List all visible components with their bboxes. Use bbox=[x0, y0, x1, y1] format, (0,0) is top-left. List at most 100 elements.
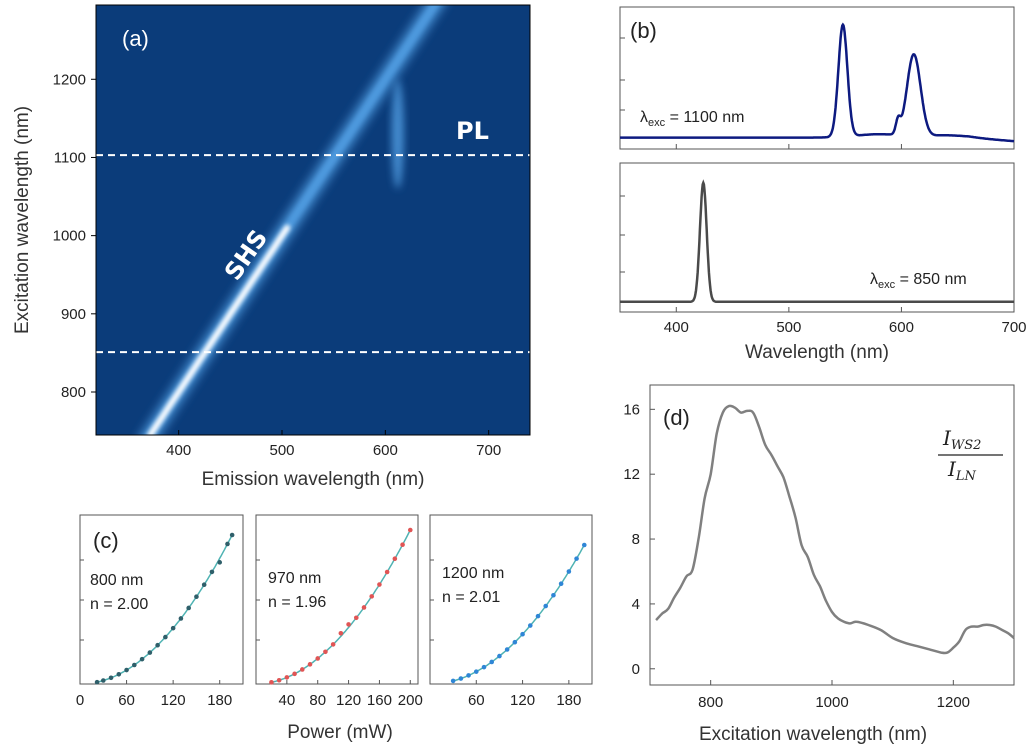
power-data-point bbox=[338, 630, 344, 636]
ratio-x-tick-label: 1000 bbox=[815, 694, 848, 711]
panel-b-label: (b) bbox=[630, 18, 657, 43]
power-data-point bbox=[147, 650, 153, 655]
power-x-tick-label: 180 bbox=[207, 692, 232, 709]
power-970-annotation-2: n = 1.96 bbox=[268, 594, 326, 611]
power-data-point bbox=[178, 616, 184, 621]
power-1200-annotation-2: n = 2.01 bbox=[442, 589, 500, 606]
power-data-point bbox=[384, 569, 390, 575]
power-data-point bbox=[163, 634, 168, 640]
power-data-point bbox=[225, 541, 230, 547]
power-data-point bbox=[558, 581, 564, 587]
power-data-point bbox=[407, 527, 413, 533]
power-data-point bbox=[377, 582, 382, 587]
power-x-tick-label: 120 bbox=[161, 692, 186, 709]
spectrum-850-line bbox=[620, 179, 1014, 304]
power-data-point bbox=[292, 671, 297, 677]
power-data-point bbox=[116, 672, 122, 677]
power-data-point bbox=[574, 556, 579, 561]
power-970-annotation-1: 970 nm bbox=[268, 570, 321, 587]
panel-d-ratio: 800 1000 1200 0 4 8 12 16 (d) IWS2 ILN Excitati… bbox=[623, 384, 1015, 745]
power-data-point bbox=[124, 667, 129, 673]
power-data-point bbox=[535, 613, 541, 619]
power-x-title: Power (mW) bbox=[287, 722, 393, 743]
heatmap-x-ticks: 400 500 600 700 bbox=[166, 430, 501, 459]
power-data-point bbox=[323, 649, 328, 655]
ratio-y-tick-label: 4 bbox=[632, 596, 640, 613]
ratio-x-tick-label: 1200 bbox=[937, 694, 970, 711]
pl-label: PL bbox=[456, 117, 489, 145]
power-x-tick-label: 80 bbox=[309, 692, 326, 709]
power-data-point bbox=[299, 667, 305, 672]
power-x-tick-label: 40 bbox=[279, 692, 296, 709]
power-data-point bbox=[209, 569, 215, 575]
power-data-point bbox=[504, 647, 510, 652]
ratio-y-tick-label: 12 bbox=[623, 466, 640, 483]
power-data-point bbox=[194, 594, 199, 600]
panel-a-label: (a) bbox=[122, 26, 149, 51]
power-data-point bbox=[108, 675, 114, 681]
spectrum-x-tick-label: 700 bbox=[1001, 319, 1026, 336]
spectrum-ticks: 400 500 600 700 bbox=[620, 37, 1027, 336]
power-data-point bbox=[307, 662, 313, 667]
power-1200-annotation-1: 1200 nm bbox=[442, 565, 504, 582]
ratio-line bbox=[655, 404, 1015, 655]
power-data-point bbox=[353, 615, 359, 621]
spectrum-1100-line bbox=[620, 22, 1015, 143]
power-x-tick-label: 180 bbox=[556, 692, 581, 709]
power-data-point bbox=[566, 569, 572, 574]
power-data-point bbox=[369, 594, 375, 599]
power-data-point bbox=[94, 679, 100, 685]
panel-c-label: (c) bbox=[93, 528, 119, 553]
heatmap-x-tick-label: 700 bbox=[476, 442, 501, 459]
heatmap-y-tick-label: 1000 bbox=[53, 228, 86, 245]
spectrum-x-tick-label: 600 bbox=[889, 319, 914, 336]
power-data-point bbox=[466, 673, 471, 678]
power-x-tick-label: 120 bbox=[336, 692, 361, 709]
power-data-point bbox=[269, 680, 274, 685]
power-data-point bbox=[217, 560, 223, 565]
heatmap-x-tick-label: 400 bbox=[166, 442, 191, 459]
power-800-annotation-2: n = 2.00 bbox=[90, 596, 148, 613]
power-data-point bbox=[276, 677, 282, 683]
power-data-point bbox=[361, 605, 367, 610]
ratio-x-tick-label: 800 bbox=[698, 694, 723, 711]
power-data-point bbox=[512, 639, 518, 645]
ratio-y-tick-label: 16 bbox=[623, 401, 640, 418]
heatmap-y-ticks: 800 900 1000 1100 1200 bbox=[53, 71, 96, 401]
power-data-point bbox=[155, 642, 160, 648]
heatmap-y-title: Excitation wavelength (nm) bbox=[12, 106, 33, 334]
power-data-point bbox=[450, 678, 456, 684]
power-data-point bbox=[520, 631, 525, 637]
power-x-tick-label: 120 bbox=[510, 692, 535, 709]
heatmap-y-tick-label: 1200 bbox=[53, 71, 86, 88]
power-data-point bbox=[497, 653, 502, 659]
heatmap-x-tick-label: 500 bbox=[269, 442, 294, 459]
panel-c-power: 0 60 120 180 40 80 120 160 200 60 120 180 (c) 800… bbox=[76, 514, 593, 743]
power-subplot-970: 40 80 120 160 200 bbox=[255, 514, 423, 709]
power-x-tick-label: 0 bbox=[76, 692, 84, 709]
power-data-point bbox=[346, 622, 351, 627]
heatmap-x-title: Emission wavelength (nm) bbox=[202, 469, 425, 490]
spectrum-x-tick-label: 400 bbox=[664, 319, 689, 336]
power-subplot-800: 0 60 120 180 bbox=[76, 514, 244, 709]
ratio-ticks: 800 1000 1200 0 4 8 12 16 bbox=[623, 401, 970, 711]
power-data-point bbox=[481, 664, 487, 670]
power-data-point bbox=[139, 656, 145, 662]
ratio-x-title: Excitation wavelength (nm) bbox=[699, 724, 927, 745]
heatmap-y-tick-label: 900 bbox=[61, 306, 86, 323]
panel-a-heatmap: (a) SHS PL 400 500 600 700 8009001000110012… bbox=[12, 4, 531, 490]
spectrum-850-annotation: λexc = 850 nm bbox=[870, 271, 967, 291]
power-data-point bbox=[284, 675, 290, 680]
pl-blob bbox=[391, 79, 404, 189]
power-data-point bbox=[392, 556, 398, 562]
power-data-point bbox=[330, 642, 336, 647]
spectrum-top-frame bbox=[619, 6, 1015, 150]
power-x-tick-label: 60 bbox=[118, 692, 135, 709]
power-data-point bbox=[100, 678, 106, 683]
spectrum-1100-annotation: λexc = 1100 nm bbox=[640, 109, 744, 129]
heatmap-frame bbox=[95, 4, 531, 436]
power-data-point bbox=[201, 582, 207, 588]
ratio-numerator: IWS2 bbox=[942, 426, 981, 453]
ratio-denominator: ILN bbox=[947, 457, 977, 484]
spectrum-x-title: Wavelength (nm) bbox=[745, 342, 889, 363]
